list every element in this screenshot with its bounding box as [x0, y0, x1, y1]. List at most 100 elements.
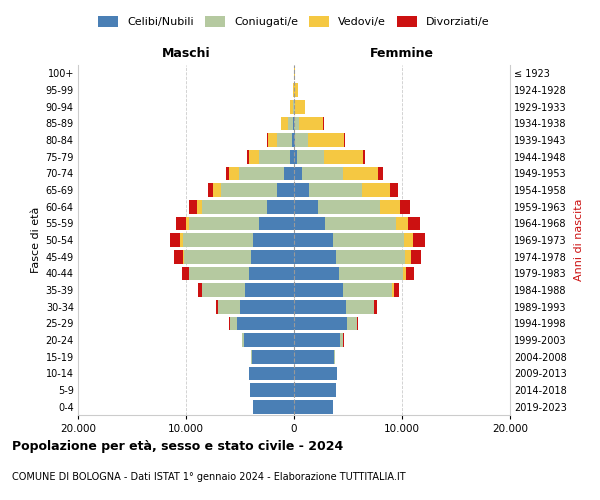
Bar	[395, 216, 409, 230]
Bar	[294, 266, 340, 280]
Bar	[188, 266, 189, 280]
Bar	[357, 316, 358, 330]
Bar	[189, 216, 259, 230]
Bar	[294, 316, 347, 330]
Bar	[405, 250, 410, 264]
Bar	[293, 100, 294, 114]
Bar	[294, 183, 309, 197]
Text: Popolazione per età, sesso e stato civile - 2024: Popolazione per età, sesso e stato civil…	[12, 440, 343, 453]
Bar	[294, 216, 325, 230]
Bar	[295, 116, 299, 130]
Bar	[221, 183, 277, 197]
Bar	[247, 150, 248, 164]
Bar	[400, 200, 410, 213]
Bar	[374, 300, 377, 314]
Bar	[281, 116, 288, 130]
Bar	[363, 150, 365, 164]
Bar	[294, 333, 340, 347]
Bar	[184, 250, 251, 264]
Bar	[248, 266, 294, 280]
Bar	[189, 266, 248, 280]
Bar	[380, 200, 400, 213]
Bar	[406, 266, 415, 280]
Bar	[277, 133, 292, 147]
Bar	[292, 133, 294, 147]
Text: Maschi: Maschi	[161, 47, 211, 60]
Bar	[294, 66, 295, 80]
Bar	[183, 233, 253, 247]
Bar	[409, 216, 421, 230]
Bar	[290, 150, 294, 164]
Bar	[340, 333, 343, 347]
Bar	[253, 233, 294, 247]
Bar	[190, 200, 197, 213]
Bar	[308, 133, 344, 147]
Bar	[294, 300, 346, 314]
Bar	[410, 250, 421, 264]
Bar	[302, 166, 343, 180]
Bar	[284, 166, 294, 180]
Bar	[392, 283, 394, 297]
Bar	[216, 300, 218, 314]
Bar	[294, 166, 302, 180]
Bar	[242, 333, 244, 347]
Bar	[295, 100, 305, 114]
Bar	[347, 316, 356, 330]
Bar	[333, 233, 404, 247]
Bar	[208, 183, 213, 197]
Bar	[202, 283, 245, 297]
Text: COMUNE DI BOLOGNA - Dati ISTAT 1° gennaio 2024 - Elaborazione TUTTITALIA.IT: COMUNE DI BOLOGNA - Dati ISTAT 1° gennai…	[12, 472, 406, 482]
Bar	[182, 266, 188, 280]
Bar	[250, 383, 294, 397]
Bar	[413, 233, 425, 247]
Legend: Celibi/Nubili, Coniugati/e, Vedovi/e, Divorziati/e: Celibi/Nubili, Coniugati/e, Vedovi/e, Di…	[94, 12, 494, 32]
Bar	[294, 233, 333, 247]
Bar	[229, 166, 239, 180]
Bar	[174, 250, 182, 264]
Bar	[318, 200, 380, 213]
Bar	[294, 100, 295, 114]
Bar	[277, 183, 294, 197]
Bar	[294, 366, 337, 380]
Bar	[295, 133, 308, 147]
Bar	[309, 183, 362, 197]
Bar	[186, 216, 189, 230]
Bar	[176, 216, 186, 230]
Bar	[244, 333, 294, 347]
Bar	[294, 250, 336, 264]
Bar	[259, 150, 290, 164]
Bar	[324, 150, 363, 164]
Bar	[259, 216, 294, 230]
Bar	[394, 283, 399, 297]
Bar	[293, 116, 294, 130]
Bar	[390, 183, 398, 197]
Bar	[288, 116, 293, 130]
Bar	[404, 233, 413, 247]
Bar	[267, 200, 294, 213]
Bar	[294, 133, 295, 147]
Bar	[294, 400, 333, 413]
Bar	[294, 350, 334, 364]
Bar	[336, 250, 405, 264]
Bar	[294, 383, 336, 397]
Bar	[251, 250, 294, 264]
Bar	[378, 166, 383, 180]
Bar	[325, 216, 395, 230]
Bar	[362, 183, 390, 197]
Bar	[294, 200, 318, 213]
Bar	[294, 83, 298, 97]
Bar	[253, 400, 294, 413]
Bar	[294, 150, 297, 164]
Bar	[230, 316, 237, 330]
Bar	[218, 300, 240, 314]
Bar	[197, 200, 202, 213]
Bar	[343, 166, 378, 180]
Bar	[182, 250, 184, 264]
Bar	[226, 166, 229, 180]
Bar	[297, 150, 324, 164]
Y-axis label: Anni di nascita: Anni di nascita	[574, 198, 584, 281]
Bar	[170, 233, 181, 247]
Bar	[252, 350, 294, 364]
Bar	[290, 100, 293, 114]
Text: Femmine: Femmine	[370, 47, 434, 60]
